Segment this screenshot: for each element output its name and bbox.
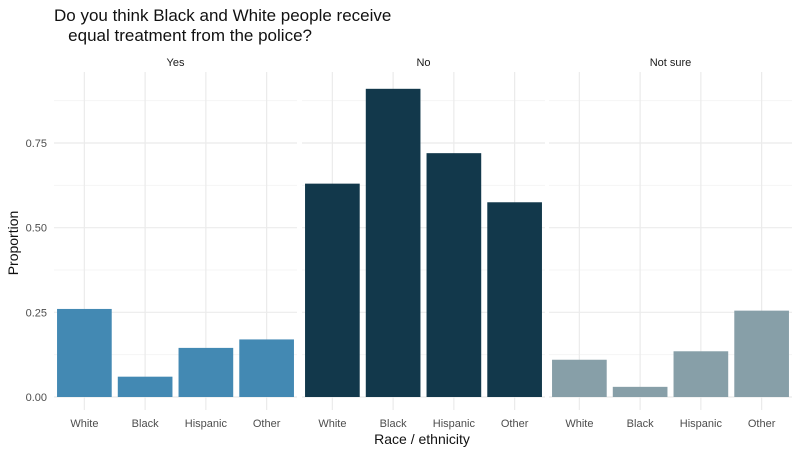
panel-not-sure: Not sure White Black Hispanic Other xyxy=(549,57,792,430)
x-tick-label: Black xyxy=(627,418,654,430)
y-axis-title: Proportion xyxy=(5,211,21,276)
x-tick-label: Hispanic xyxy=(185,418,228,430)
bar xyxy=(552,359,607,397)
x-tick-label: White xyxy=(565,418,593,430)
y-tick-label: 0.75 xyxy=(26,138,47,150)
bar xyxy=(734,310,789,397)
bar xyxy=(612,386,668,397)
x-tick-label: Black xyxy=(132,418,159,430)
bar xyxy=(426,153,482,397)
x-tick-label: White xyxy=(318,418,346,430)
y-tick-label: 0.50 xyxy=(26,223,47,235)
bar xyxy=(178,347,234,397)
panel-no: No White Black Hispanic Other xyxy=(302,57,545,430)
x-axis-title: Race / ethnicity xyxy=(374,431,470,447)
x-tick-label: White xyxy=(70,418,98,430)
bar xyxy=(487,202,542,397)
facet-label: Yes xyxy=(167,57,185,69)
facet-label: Not sure xyxy=(650,57,692,69)
panel-yes: Yes White Black Hispanic Other xyxy=(54,57,297,430)
bar xyxy=(239,339,294,397)
bar xyxy=(305,183,360,397)
x-tick-label: Black xyxy=(380,418,407,430)
bar xyxy=(673,351,729,397)
panels: Yes White Black Hispanic Other No White Black Hi… xyxy=(54,57,792,430)
y-tick-label: 0.25 xyxy=(26,307,47,319)
y-axis: 0.00 0.25 0.50 0.75 xyxy=(26,138,47,404)
y-tick-label: 0.00 xyxy=(26,392,47,404)
chart-title: Do you think Black and White people rece… xyxy=(54,6,392,45)
x-tick-label: Other xyxy=(501,418,529,430)
x-tick-label: Other xyxy=(748,418,776,430)
bar xyxy=(117,376,173,397)
facet-label: No xyxy=(416,57,430,69)
x-tick-label: Hispanic xyxy=(433,418,476,430)
bar xyxy=(365,88,421,398)
x-tick-label: Hispanic xyxy=(680,418,723,430)
bar xyxy=(57,308,112,397)
x-tick-label: Other xyxy=(253,418,281,430)
